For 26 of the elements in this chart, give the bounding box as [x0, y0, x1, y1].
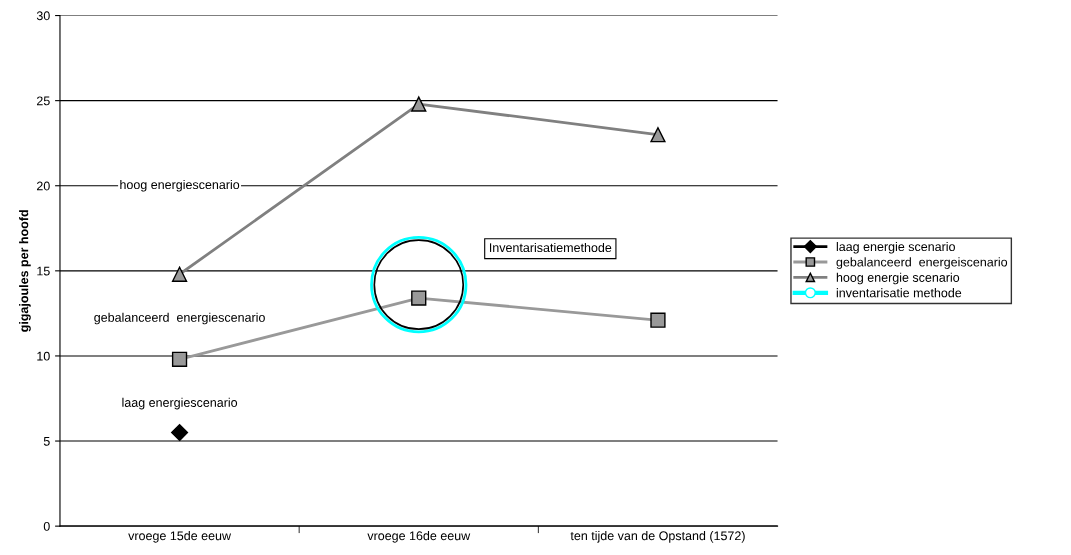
point [411, 96, 427, 112]
annotation: hoog energiescenario [120, 179, 240, 192]
legend-label: gebalanceerd energeiscenario [836, 257, 1008, 269]
y-tick-label: 30 [36, 11, 50, 21]
point [171, 423, 189, 442]
annotation: gebalanceerd energiescenario [94, 312, 265, 325]
point [650, 127, 666, 143]
point [650, 312, 666, 328]
legend-label: inventarisatie methode [836, 288, 962, 298]
y-tick-label: 5 [43, 436, 50, 446]
annotation: Inventarisatiemethode [489, 242, 612, 253]
legend-label: hoog energie scenario [836, 272, 960, 285]
y-tick-label: 25 [36, 96, 50, 106]
y-tick-label: 0 [43, 521, 50, 531]
point [171, 266, 188, 282]
point [411, 290, 427, 306]
y-tick-label: 15 [37, 266, 50, 276]
annotation: laag energiescenario [122, 397, 238, 410]
x-tick-label: vroege 16de eeuw [367, 531, 471, 543]
y-tick-label: 10 [37, 351, 50, 361]
y-axis-title: gigajoules per hoofd [19, 210, 31, 332]
x-tick-label: vroege 15de eeuw [128, 531, 232, 543]
y-tick-label: 20 [36, 181, 50, 191]
legend-label: laag energie scenario [836, 241, 955, 254]
point [171, 351, 188, 367]
x-tick-label: ten tijde van de Opstand (1572) [570, 531, 745, 543]
